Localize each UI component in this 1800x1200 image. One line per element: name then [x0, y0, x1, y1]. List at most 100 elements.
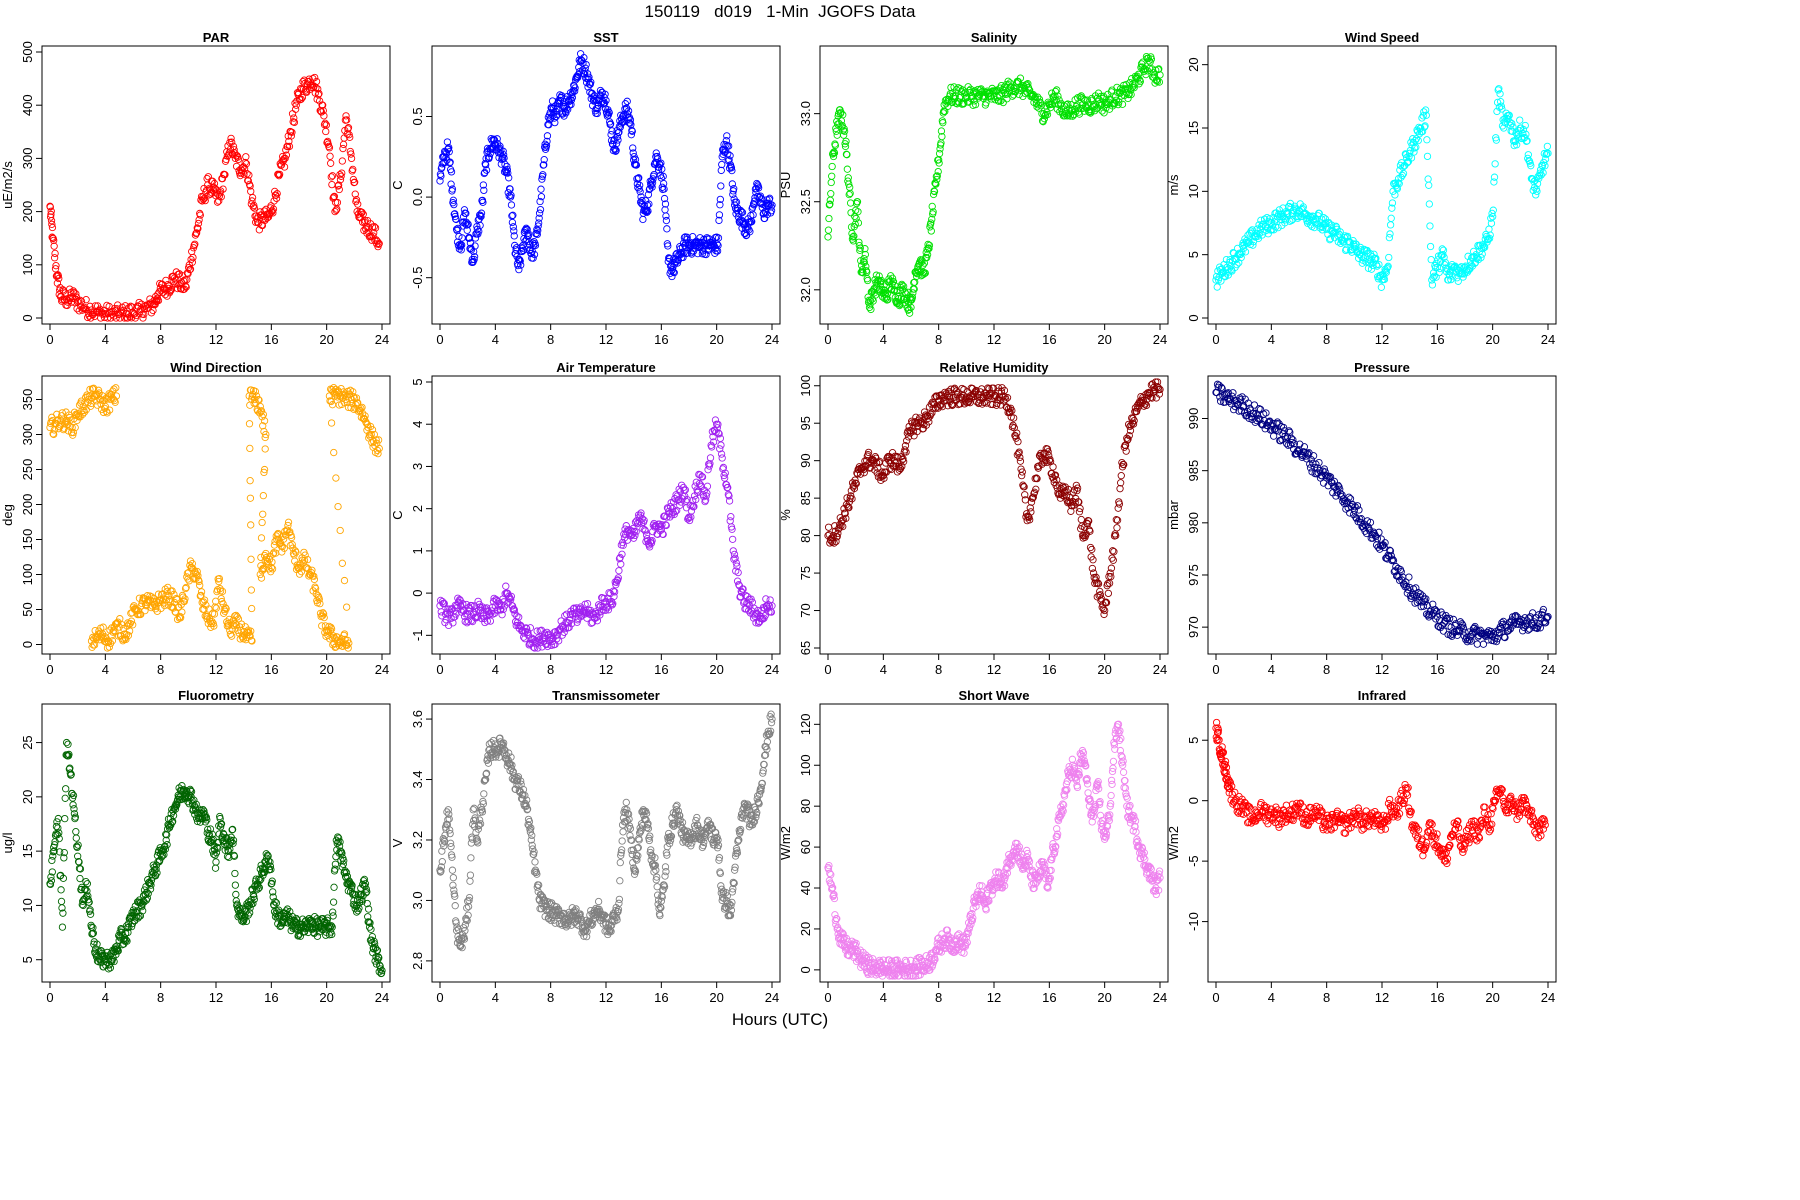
- data-point: [297, 95, 305, 103]
- data-point: [706, 454, 715, 462]
- y-tick-label: -1: [410, 630, 425, 642]
- y-tick-label: 150: [20, 529, 35, 551]
- data-point: [325, 144, 334, 152]
- data-point: [447, 168, 456, 176]
- data-point: [1377, 535, 1385, 543]
- data-point: [326, 152, 334, 160]
- data-point: [334, 182, 342, 190]
- data-point: [48, 223, 57, 232]
- data-point: [583, 70, 592, 78]
- data-point: [210, 179, 219, 188]
- data-point: [46, 203, 54, 211]
- data-point: [1516, 116, 1524, 124]
- data-point: [462, 209, 470, 218]
- data-point: [330, 193, 338, 201]
- data-point: [1428, 281, 1437, 289]
- x-tick-label: 20: [709, 662, 723, 677]
- data-point: [164, 280, 172, 289]
- data-point: [225, 149, 233, 157]
- data-point: [228, 632, 236, 640]
- data-point: [47, 207, 55, 215]
- y-tick-label: 350: [20, 389, 35, 411]
- data-point: [350, 178, 359, 186]
- data-point: [87, 306, 96, 314]
- data-point: [1049, 463, 1057, 471]
- data-point: [51, 249, 59, 258]
- data-point: [154, 296, 163, 305]
- data-point: [167, 286, 175, 295]
- data-point: [504, 169, 512, 177]
- data-point: [247, 586, 256, 594]
- data-point: [269, 205, 278, 213]
- data-point: [246, 477, 254, 485]
- data-point: [315, 89, 323, 98]
- panel-title: Pressure: [1354, 360, 1410, 375]
- data-point: [314, 85, 322, 93]
- data-point: [1386, 230, 1394, 238]
- data-point: [533, 225, 541, 234]
- data-point: [480, 186, 488, 195]
- data-point: [358, 208, 366, 217]
- x-tick-label: 8: [935, 662, 942, 677]
- x-tick-label: 4: [102, 990, 109, 1005]
- data-point: [538, 175, 546, 183]
- data-point: [55, 274, 63, 283]
- data-point: [729, 535, 737, 544]
- data-point: [361, 216, 369, 225]
- panel-title: Wind Speed: [1345, 30, 1419, 45]
- data-point: [291, 105, 300, 113]
- data-point: [451, 212, 459, 221]
- series-points: [46, 738, 386, 978]
- x-tick-label: 24: [765, 662, 779, 677]
- x-tick-label: 8: [1323, 662, 1330, 677]
- data-point: [537, 193, 546, 201]
- x-tick-label: 4: [880, 332, 887, 347]
- data-point: [462, 218, 470, 226]
- data-point: [335, 185, 343, 194]
- y-tick-label: 0: [410, 589, 425, 596]
- data-point: [499, 147, 507, 155]
- data-point: [317, 108, 326, 116]
- y-tick-label: 400: [20, 94, 35, 116]
- data-point: [662, 216, 671, 225]
- x-tick-label: 20: [1097, 332, 1111, 347]
- data-point: [507, 191, 515, 199]
- data-point: [447, 180, 455, 188]
- data-point: [140, 310, 148, 319]
- data-point: [723, 132, 731, 140]
- y-tick-label: 4: [410, 421, 425, 428]
- data-point: [199, 195, 208, 203]
- data-point: [867, 305, 875, 314]
- data-point: [336, 170, 344, 179]
- data-point: [470, 247, 478, 256]
- data-point: [1088, 545, 1096, 554]
- plot-frame: [819, 375, 1169, 655]
- y-tick-label: 32.5: [798, 189, 813, 214]
- data-point: [247, 521, 255, 529]
- data-point: [250, 201, 258, 210]
- y-tick-label: 5: [410, 378, 425, 385]
- data-point: [531, 241, 540, 250]
- data-point: [441, 158, 449, 167]
- data-point: [510, 227, 518, 235]
- data-point: [551, 118, 559, 127]
- x-tick-label: 8: [547, 332, 554, 347]
- data-point: [1213, 283, 1221, 291]
- data-point: [334, 502, 342, 511]
- data-point: [843, 165, 852, 173]
- data-point: [188, 247, 196, 256]
- data-point: [1405, 573, 1413, 581]
- data-point: [218, 175, 227, 183]
- data-point: [1088, 564, 1097, 573]
- data-point: [502, 582, 510, 590]
- data-point: [543, 132, 552, 140]
- data-point: [351, 190, 359, 198]
- data-point: [271, 187, 279, 196]
- data-point: [1473, 640, 1481, 648]
- y-tick-label: 33.0: [798, 101, 813, 126]
- y-axis-label: PSU: [778, 172, 793, 199]
- data-point: [533, 230, 541, 239]
